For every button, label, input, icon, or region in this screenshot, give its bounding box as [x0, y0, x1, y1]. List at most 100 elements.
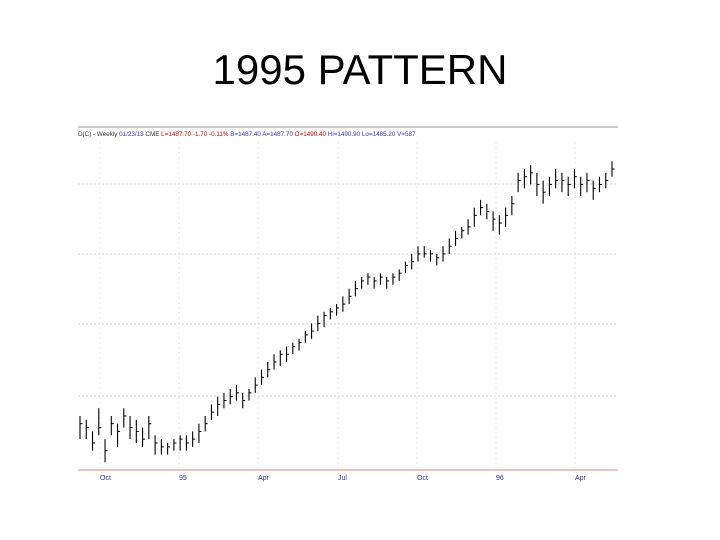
ohlc-bar: [373, 277, 377, 289]
ohlc-bar: [117, 423, 121, 447]
ohlc-bar: [486, 203, 490, 220]
ohlc-bar: [98, 408, 102, 436]
ohlc-bar: [492, 211, 496, 231]
ohlc-bar: [311, 323, 315, 339]
ohlc-bar: [404, 261, 408, 274]
ohlc-bar: [586, 172, 590, 193]
ohlc-bar: [542, 180, 546, 204]
ohlc-bar: [104, 439, 108, 463]
ohlc-bar: [423, 246, 427, 258]
ohlc-bar: [454, 230, 459, 247]
ohlc-bar: [173, 439, 177, 451]
ohlc-bar: [135, 419, 139, 443]
ohlc-bar: [555, 169, 559, 189]
ohlc-bar: [273, 354, 277, 370]
ohlc-bar: [129, 415, 133, 440]
ohlc-bar: [79, 415, 83, 440]
ohlc-bar: [398, 269, 402, 281]
ohlc-bar: [85, 419, 89, 440]
chart-header-item: O=1490.40: [293, 131, 327, 138]
ohlc-bar: [242, 392, 246, 409]
chart-header-item: A=1487.70: [261, 131, 294, 138]
chart-header-item: CME: [144, 131, 160, 138]
chart-header-item: L=1487.70: [159, 131, 191, 138]
ohlc-bar: [148, 415, 152, 440]
x-tick-label: Apr: [575, 475, 587, 482]
chart-header-item: -0.11%: [207, 131, 229, 138]
ohlc-bar: [260, 369, 265, 386]
ohlc-bar: [279, 350, 283, 366]
ohlc-bar: [361, 277, 365, 289]
ohlc-bar: [110, 415, 114, 436]
chart-header: D(C) - Weekly 01/23/13 CME L=1487.70 -1.…: [78, 131, 416, 138]
ohlc-bar: [480, 199, 484, 216]
chart-header-item: B=1487.40: [228, 131, 261, 138]
chart: D(C) - Weekly 01/23/13 CME L=1487.70 -1.…: [78, 124, 618, 484]
ohlc-bar: [329, 307, 333, 320]
ohlc-bar: [436, 253, 440, 266]
ohlc-bar: [336, 304, 340, 316]
ohlc-bar: [511, 196, 515, 216]
ohlc-bar: [598, 176, 602, 193]
ohlc-bar: [317, 315, 321, 332]
chart-header-item: V=587: [395, 131, 416, 138]
ohlc-bar: [185, 435, 189, 451]
ohlc-bar: [442, 246, 446, 262]
ohlc-bar: [204, 415, 208, 432]
ohlc-bar: [154, 435, 158, 455]
x-tick-label: Oct: [417, 475, 428, 482]
slide-title: 1995 PATTERN: [212, 46, 508, 93]
ohlc-bar: [192, 431, 196, 447]
ohlc-bar: [254, 377, 258, 393]
ohlc-bar: [367, 273, 371, 285]
x-tick-label: Oct: [100, 475, 111, 482]
ohlc-bar: [498, 215, 502, 235]
ohlc-bar: [448, 238, 452, 254]
ohlc-bar: [417, 246, 421, 262]
ohlc-bar: [248, 388, 252, 401]
x-axis-ticks: Oct 95 Apr Jul Oct 96 Apr: [100, 475, 587, 482]
ohlc-bar: [210, 404, 214, 420]
ohlc-bar: [285, 346, 290, 362]
ohlc-bar: [611, 161, 615, 177]
ohlc-bar: [348, 288, 352, 305]
x-tick-label: 96: [496, 475, 504, 482]
ohlc-bar: [561, 172, 565, 193]
ohlc-bar: [91, 431, 96, 451]
ohlc-bar: [548, 176, 552, 197]
ohlc-bar: [473, 207, 477, 227]
ohlc-bar: [573, 169, 577, 189]
ohlc-bar: [467, 219, 471, 235]
ohlc-bar: [429, 250, 433, 262]
ohlc-bar: [267, 361, 271, 378]
ohlc-bar: [179, 435, 183, 451]
ohlc-bar: [342, 296, 346, 312]
chart-header-item: Hi=1490.90: [326, 131, 361, 138]
ohlc-bar: [123, 408, 127, 428]
x-tick-label: 95: [179, 475, 187, 482]
ohlc-bar: [160, 439, 164, 455]
ohlc-bar: [379, 273, 383, 285]
price-chart: D(C) - Weekly 01/23/13 CME L=1487.70 -1.…: [78, 124, 618, 484]
x-tick-label: Apr: [258, 475, 270, 482]
chart-bars: [79, 161, 615, 463]
ohlc-bar: [386, 277, 390, 289]
chart-grid: [78, 142, 618, 470]
chart-header-item: -1.70: [191, 131, 208, 138]
ohlc-bar: [567, 176, 571, 197]
ohlc-bar: [292, 342, 296, 355]
ohlc-bar: [235, 385, 239, 401]
ohlc-bar: [229, 388, 233, 405]
ohlc-bar: [605, 172, 609, 189]
chart-header-item: 01/23/13: [117, 131, 144, 138]
ohlc-bar: [142, 427, 146, 447]
ohlc-bar: [592, 180, 596, 200]
ohlc-bar: [517, 172, 521, 193]
chart-header-item: Lo=1485.20: [360, 131, 396, 138]
ohlc-bar: [411, 253, 415, 270]
ohlc-bar: [323, 311, 327, 328]
ohlc-bar: [530, 165, 534, 185]
ohlc-bar: [298, 338, 302, 351]
ohlc-bar: [523, 169, 527, 189]
ohlc-bar: [304, 331, 308, 343]
